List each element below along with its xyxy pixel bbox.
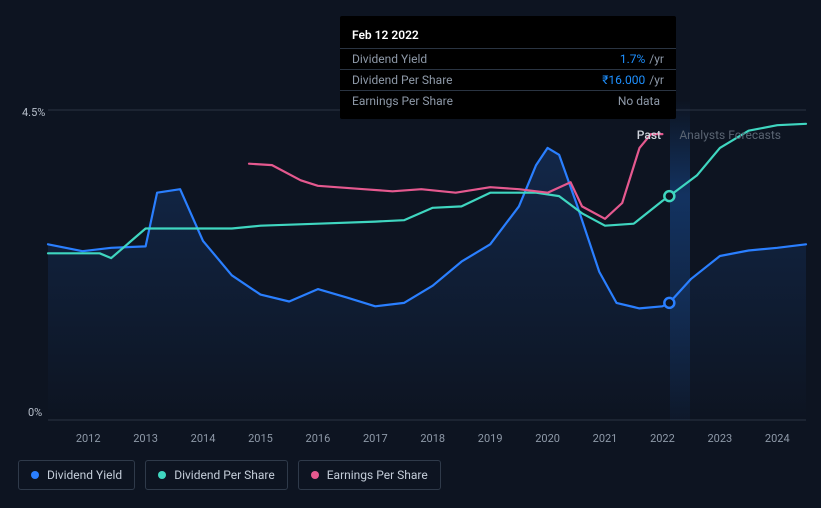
yaxis-bottom-label: 0%: [28, 406, 42, 419]
tooltip-row-value: 1.7%: [620, 52, 645, 66]
chart-tooltip: Feb 12 2022 Dividend Yield1.7%/yrDividen…: [340, 16, 676, 119]
xaxis-tick-label: 2024: [765, 432, 790, 445]
tooltip-date: Feb 12 2022: [340, 24, 676, 48]
legend-item[interactable]: Earnings Per Share: [298, 460, 441, 490]
tooltip-row-label: Dividend Per Share: [352, 73, 602, 87]
legend-item[interactable]: Dividend Yield: [18, 460, 135, 490]
tooltip-row-label: Earnings Per Share: [352, 94, 618, 108]
legend-dot-icon: [311, 471, 319, 479]
tooltip-row: Dividend Per Share₹16.000/yr: [340, 69, 676, 90]
dividend-chart: 4.5% 0% 2012 2013 2014 2015 2016 2017 2018 2019…: [0, 0, 821, 508]
tooltip-row: Earnings Per ShareNo data: [340, 90, 676, 111]
xaxis-tick-label: 2023: [707, 432, 732, 445]
tooltip-row-value: No data: [618, 94, 660, 108]
legend-item-label: Dividend Per Share: [174, 468, 275, 482]
xaxis-tick-label: 2012: [76, 432, 101, 445]
xaxis-tick-label: 2019: [478, 432, 503, 445]
past-label: Past: [637, 128, 661, 142]
xaxis-tick-label: 2020: [535, 432, 560, 445]
legend-item[interactable]: Dividend Per Share: [145, 460, 288, 490]
yaxis-top-label: 4.5%: [22, 106, 45, 119]
xaxis-tick-label: 2021: [593, 432, 618, 445]
forecast-label: Analysts Forecasts: [679, 128, 781, 142]
xaxis-tick-label: 2022: [650, 432, 675, 445]
tooltip-row-unit: /yr: [649, 52, 664, 66]
legend-dot-icon: [158, 471, 166, 479]
legend-item-label: Dividend Yield: [47, 468, 122, 482]
xaxis-tick-label: 2014: [191, 432, 216, 445]
legend-item-label: Earnings Per Share: [327, 468, 428, 482]
xaxis-tick-label: 2017: [363, 432, 388, 445]
tooltip-row-unit: /yr: [649, 73, 664, 87]
legend-dot-icon: [31, 471, 39, 479]
tooltip-row-value: ₹16.000: [602, 73, 645, 87]
xaxis-tick-label: 2018: [420, 432, 445, 445]
xaxis-tick-label: 2013: [133, 432, 158, 445]
chart-legend: Dividend Yield Dividend Per Share Earnings…: [18, 460, 441, 490]
tooltip-row-label: Dividend Yield: [352, 52, 620, 66]
xaxis-tick-label: 2015: [248, 432, 273, 445]
xaxis-tick-label: 2016: [306, 432, 331, 445]
tooltip-row: Dividend Yield1.7% /yr: [340, 48, 676, 69]
